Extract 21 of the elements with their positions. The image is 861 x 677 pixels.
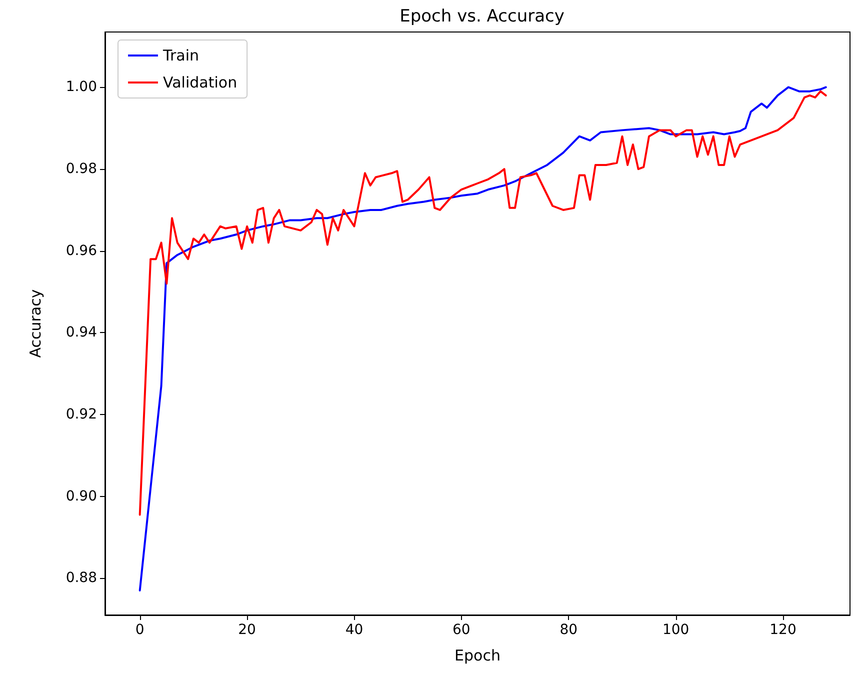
x-tick-label: 40 xyxy=(345,622,364,638)
line-series xyxy=(138,86,827,592)
y-tick-label: 0.88 xyxy=(66,570,97,586)
legend-label: Validation xyxy=(163,74,238,92)
x-axis-title: Epoch xyxy=(454,646,500,664)
y-tick-label: 0.94 xyxy=(66,324,98,341)
y-tick-label: 0.96 xyxy=(66,242,98,259)
x-tick-label: 60 xyxy=(452,622,470,638)
x-tick-label: 0 xyxy=(135,622,144,638)
legend-label: Train xyxy=(162,46,199,64)
y-tick-label: 0.92 xyxy=(66,406,97,423)
x-tick-label: 20 xyxy=(238,622,256,638)
y-axis-title: Accuracy xyxy=(26,289,44,358)
y-tick-label: 0.98 xyxy=(66,161,97,178)
chart-title: Epoch vs. Accuracy xyxy=(400,6,564,26)
x-tick-label: 80 xyxy=(560,622,578,638)
x-tick-label: 120 xyxy=(770,622,796,638)
x-tick-label: 100 xyxy=(662,622,690,638)
y-tick-label: 0.90 xyxy=(66,488,97,504)
line-series xyxy=(138,90,827,516)
y-tick-label: 1.00 xyxy=(66,79,97,96)
